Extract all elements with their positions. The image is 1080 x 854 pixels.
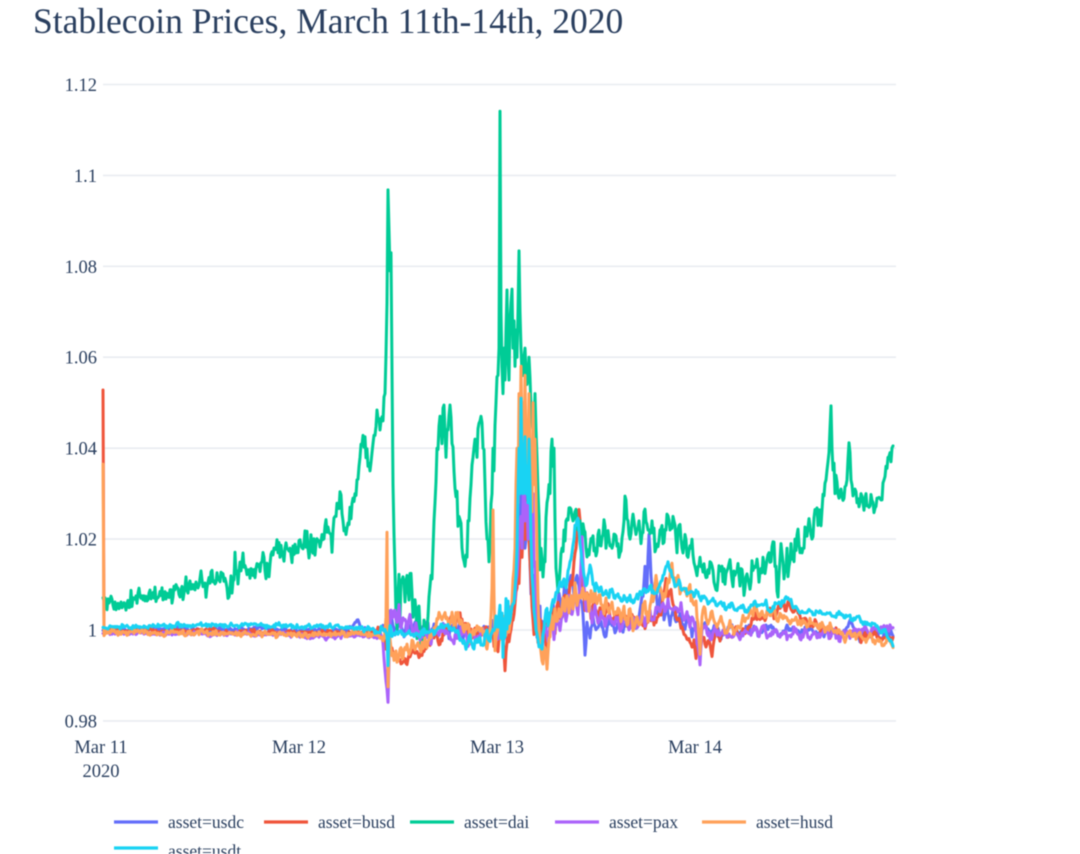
svg-text:asset=dai: asset=dai — [464, 812, 529, 832]
svg-text:1.12: 1.12 — [65, 76, 97, 96]
svg-text:1.04: 1.04 — [65, 440, 97, 460]
svg-text:asset=busd: asset=busd — [318, 812, 395, 832]
svg-text:1.1: 1.1 — [74, 167, 97, 187]
svg-text:Mar 11: Mar 11 — [74, 738, 127, 758]
svg-text:1.06: 1.06 — [65, 349, 97, 369]
svg-text:2020: 2020 — [83, 762, 120, 782]
svg-text:Mar 14: Mar 14 — [668, 738, 722, 758]
svg-text:1: 1 — [88, 622, 97, 642]
svg-text:asset=usdt: asset=usdt — [168, 841, 241, 854]
svg-text:Mar 12: Mar 12 — [272, 738, 326, 758]
svg-text:asset=pax: asset=pax — [609, 812, 678, 832]
svg-text:Stablecoin Prices, March 11th-: Stablecoin Prices, March 11th-14th, 2020 — [33, 1, 623, 41]
svg-text:asset=usdc: asset=usdc — [168, 812, 244, 832]
svg-text:Mar 13: Mar 13 — [470, 738, 524, 758]
svg-text:0.98: 0.98 — [65, 712, 97, 732]
svg-text:1.08: 1.08 — [65, 258, 97, 278]
svg-text:1.02: 1.02 — [65, 531, 97, 551]
svg-text:asset=husd: asset=husd — [756, 812, 833, 832]
